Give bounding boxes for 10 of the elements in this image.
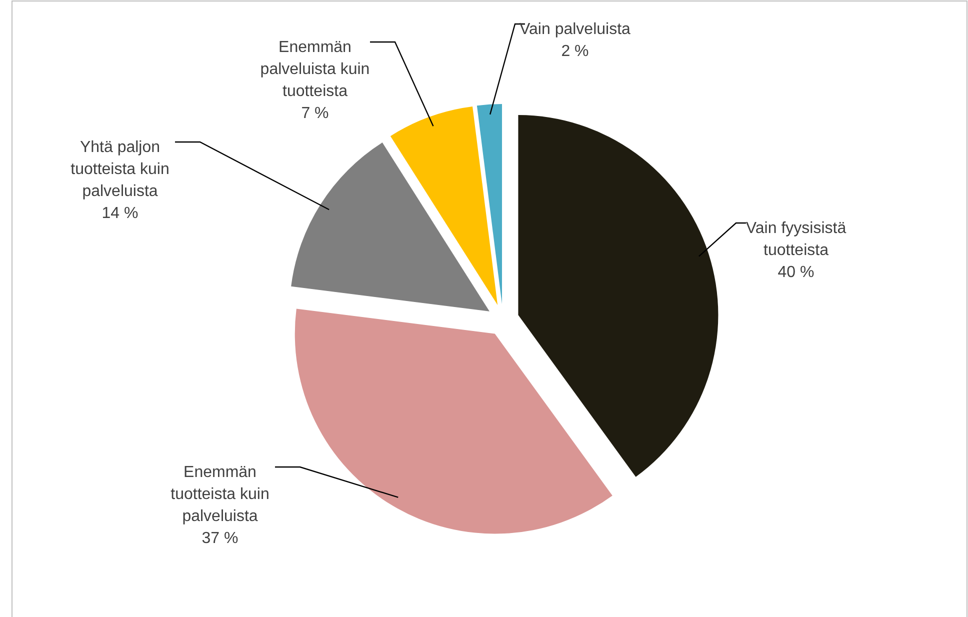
slice-label: Yhtä paljon tuotteista kuin palveluista [70, 139, 170, 200]
data-label: 40 % [778, 264, 814, 281]
data-label: 14 % [102, 205, 138, 222]
slice-label: Enemmän palveluista kuin tuotteista [260, 39, 370, 100]
data-label: 2 % [561, 43, 589, 60]
data-label: 37 % [202, 530, 238, 547]
slice-label: Vain palveluista [520, 21, 631, 38]
slice-label: Enemmän tuotteista kuin palveluista [170, 464, 270, 525]
slice-label: Vain fyysisistä tuotteista [746, 220, 846, 259]
data-label: 7 % [301, 105, 329, 122]
